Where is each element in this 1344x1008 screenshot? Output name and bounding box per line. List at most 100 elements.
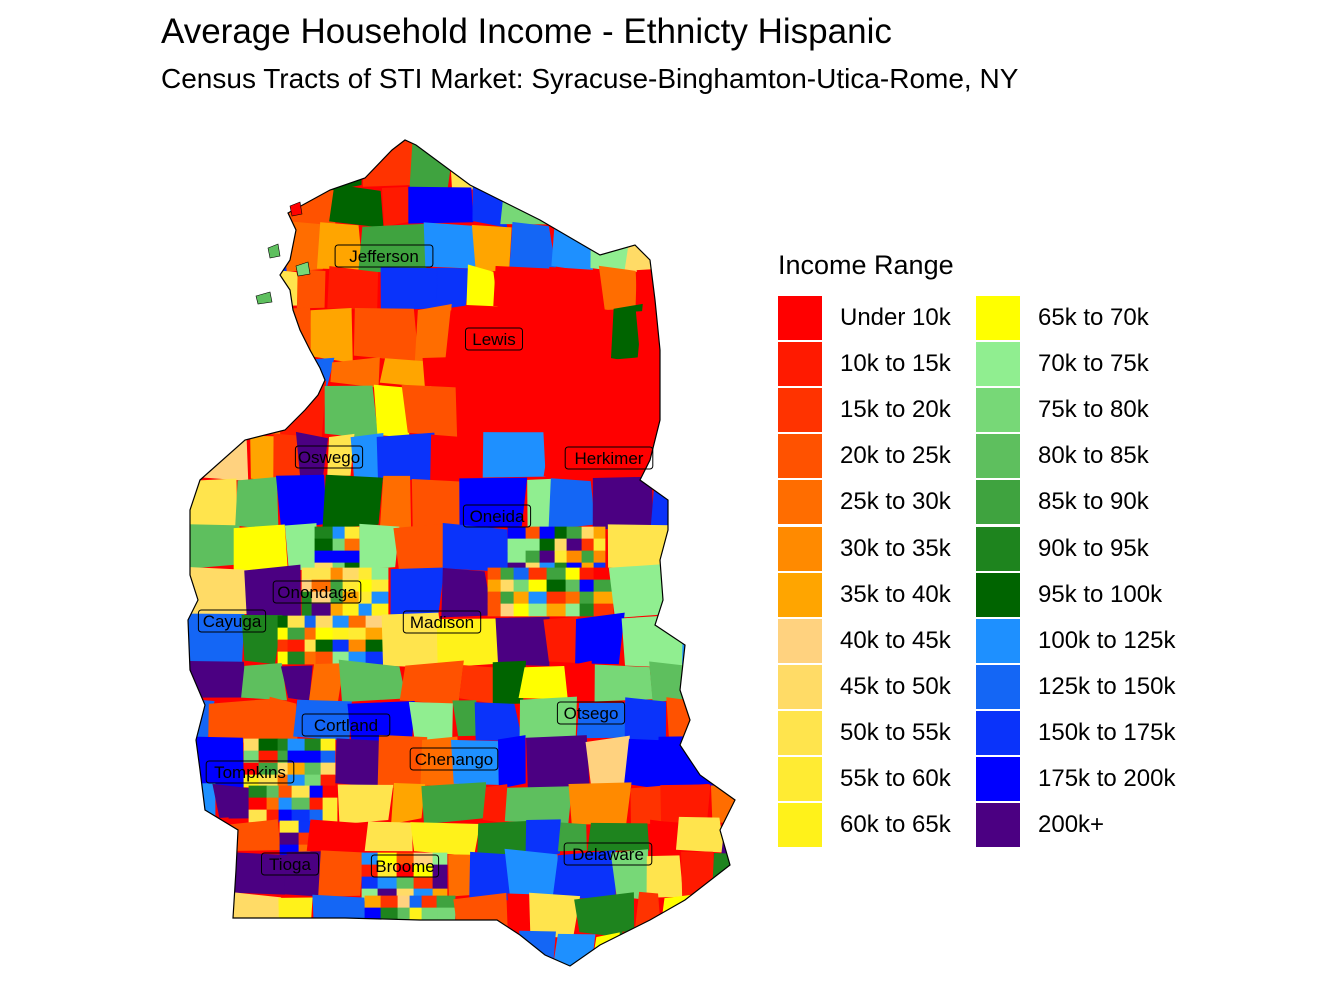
census-tract: [365, 639, 384, 653]
census-tract: [421, 931, 438, 945]
census-tract: [358, 567, 373, 581]
census-tract: [391, 782, 426, 825]
census-tract: [348, 615, 367, 629]
legend-item: 60k to 65k: [778, 802, 976, 848]
legend-swatch: [976, 572, 1020, 617]
census-tract: [397, 907, 411, 921]
census-tract: [568, 660, 593, 703]
census-tract: [539, 550, 556, 564]
legend-label: 75k to 80k: [1038, 396, 1149, 424]
census-tract: [311, 603, 332, 617]
legend-label: 95k to 100k: [1038, 580, 1163, 608]
census-tract: [593, 591, 614, 605]
census-tract: [736, 307, 760, 358]
census-tract: [312, 894, 367, 939]
census-tract: [315, 639, 334, 653]
legend-item: 75k to 80k: [976, 387, 1174, 433]
county-label-box: [402, 610, 482, 634]
census-tract: [598, 265, 638, 310]
census-tract: [441, 567, 493, 618]
census-tract: [670, 566, 728, 614]
census-tract: [432, 864, 448, 878]
census-tract: [233, 524, 288, 572]
census-tract: [708, 140, 735, 193]
census-tract: [675, 816, 725, 853]
legend-label: 175k to 200k: [1038, 764, 1176, 792]
census-tract: [309, 785, 324, 799]
census-tract: [543, 616, 579, 664]
census-tract: [348, 627, 367, 641]
census-tract: [243, 738, 260, 752]
census-tract: [449, 140, 495, 193]
legend-label: 10k to 15k: [840, 350, 951, 378]
census-tract: [226, 140, 276, 192]
census-tract: [359, 523, 400, 570]
census-tract: [287, 762, 306, 776]
census-tract: [329, 140, 363, 191]
census-tract: [330, 567, 344, 581]
census-tract: [646, 855, 684, 898]
census-tract: [397, 895, 411, 909]
census-tract: [566, 550, 583, 564]
census-tract: [207, 305, 240, 364]
county-label: Otsego: [564, 704, 619, 723]
county-label: Lewis: [472, 330, 515, 349]
census-tract: [287, 651, 306, 665]
census-tract: [307, 934, 358, 966]
census-tract: [380, 267, 442, 311]
census-tract: [513, 579, 530, 593]
census-tract: [380, 931, 399, 945]
census-tract: [314, 538, 334, 552]
legend-item: 30k to 35k: [778, 525, 976, 571]
census-tract: [669, 436, 729, 483]
census-tract: [721, 820, 735, 857]
census-tract: [397, 919, 411, 933]
census-tract: [380, 919, 399, 933]
census-tract: [318, 850, 365, 897]
census-tract: [410, 822, 480, 857]
census-tract: [504, 848, 561, 900]
census-tract: [304, 738, 322, 752]
census-tract: [188, 380, 214, 439]
legend-item: 20k to 25k: [778, 433, 976, 479]
census-tract: [327, 433, 355, 477]
census-tract: [371, 603, 389, 617]
census-tract: [459, 665, 497, 705]
legend-swatch: [976, 388, 1020, 433]
census-tract: [188, 931, 242, 966]
census-tract: [361, 876, 379, 890]
legend-label: 125k to 150k: [1038, 672, 1176, 700]
census-tract: [304, 651, 317, 665]
census-tract: [399, 660, 464, 705]
census-tract: [565, 567, 581, 581]
census-tract: [298, 820, 311, 834]
census-tract: [513, 567, 530, 581]
census-tract: [667, 930, 732, 966]
county-label: Delaware: [572, 845, 644, 864]
county-label: Tioga: [269, 855, 311, 874]
legend-title: Income Range: [778, 250, 954, 280]
census-tract: [241, 662, 288, 701]
census-tract: [320, 774, 336, 788]
census-tract: [402, 971, 420, 983]
census-tract: [566, 538, 583, 552]
census-tract: [304, 774, 322, 788]
census-tract: [724, 435, 735, 484]
census-tract: [188, 356, 239, 384]
legend-item: 125k to 150k: [976, 664, 1176, 710]
census-tract: [327, 266, 379, 310]
census-tract: [711, 853, 735, 900]
census-tract: [278, 897, 313, 935]
census-tract: [525, 550, 541, 564]
legend-swatch: [778, 480, 822, 525]
census-tract: [624, 738, 662, 790]
census-tract: [264, 355, 294, 385]
census-tract: [309, 797, 324, 811]
county-label-box: [556, 701, 626, 725]
census-tract: [455, 356, 521, 388]
census-tract: [539, 526, 556, 540]
legend-swatch: [976, 434, 1020, 479]
census-tract: [430, 434, 488, 483]
legend-swatch: [778, 572, 822, 617]
census-tract: [277, 627, 289, 641]
